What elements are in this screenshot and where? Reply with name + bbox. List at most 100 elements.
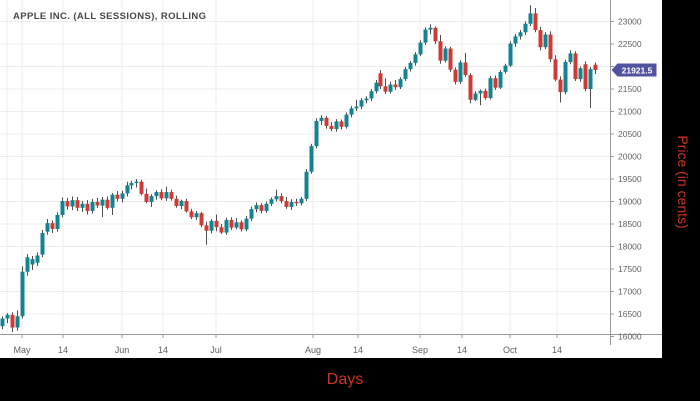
candle xyxy=(478,90,483,94)
candle xyxy=(453,69,458,82)
candle xyxy=(538,30,543,48)
candle xyxy=(523,23,528,33)
candle xyxy=(593,64,598,71)
candle xyxy=(314,120,319,147)
candle xyxy=(498,71,503,88)
candle xyxy=(15,316,20,328)
candle xyxy=(229,219,234,228)
y-tick-label: 22500 xyxy=(618,39,642,49)
candle xyxy=(139,181,144,194)
candle xyxy=(249,209,254,219)
candle xyxy=(383,86,388,92)
candle xyxy=(573,53,578,80)
candle xyxy=(374,82,379,92)
candle xyxy=(194,213,199,218)
candle xyxy=(90,201,95,211)
candle xyxy=(269,199,274,204)
candle xyxy=(403,69,408,80)
candle xyxy=(309,146,314,172)
y-tick-label: 16500 xyxy=(618,309,642,319)
candle xyxy=(70,200,75,207)
candle xyxy=(134,181,139,184)
candle xyxy=(129,183,134,186)
candle xyxy=(219,227,224,233)
candle xyxy=(214,220,219,228)
y-tick-label: 19000 xyxy=(618,197,642,207)
candle xyxy=(518,32,523,37)
candle xyxy=(588,69,593,89)
candle xyxy=(294,201,299,204)
candle xyxy=(105,199,110,208)
axes-frame xyxy=(0,0,662,345)
candle xyxy=(30,259,35,265)
candle xyxy=(10,314,15,328)
candle xyxy=(95,201,100,206)
candle xyxy=(144,193,149,202)
y-axis-ticks[interactable]: 2300022500220002150021000205002000019500… xyxy=(610,17,642,342)
candle xyxy=(503,65,508,72)
y-axis-title: Price (in cents) xyxy=(675,135,691,228)
x-tick-label: May xyxy=(13,345,31,355)
candle xyxy=(174,198,179,206)
candle xyxy=(433,27,438,42)
candle xyxy=(289,201,294,207)
candle xyxy=(50,223,55,229)
candle xyxy=(339,121,344,127)
candle xyxy=(20,271,25,317)
candle xyxy=(279,196,284,202)
candle xyxy=(319,117,324,121)
last-price-tag: 21921.5 xyxy=(611,63,657,77)
candle xyxy=(349,108,354,115)
x-tick-label: 14 xyxy=(158,345,168,355)
candle xyxy=(468,75,473,100)
candle xyxy=(65,201,70,207)
candle xyxy=(483,90,488,98)
candle xyxy=(329,125,334,130)
candle xyxy=(364,98,369,101)
candle xyxy=(239,222,244,230)
candle xyxy=(209,220,214,231)
candle xyxy=(189,211,194,218)
candle xyxy=(448,48,453,70)
candle xyxy=(558,79,563,93)
x-axis-ticks[interactable]: May 14 Jun 14 Jul Aug 14 Sep 14 Oct 14 xyxy=(13,334,562,355)
candle xyxy=(423,29,428,43)
candle xyxy=(159,192,164,199)
y-tick-label: 17500 xyxy=(618,264,642,274)
x-tick-label: Sep xyxy=(412,345,428,355)
candle xyxy=(583,64,588,89)
candle xyxy=(393,84,398,88)
last-price-value: 21921.5 xyxy=(622,66,653,76)
candle xyxy=(115,194,120,199)
candle xyxy=(125,185,130,194)
candle xyxy=(55,215,60,229)
candle xyxy=(354,106,359,109)
candle xyxy=(154,192,159,197)
candle xyxy=(378,73,383,87)
candle xyxy=(204,225,209,231)
candle xyxy=(45,223,50,232)
y-tick-label: 18500 xyxy=(618,219,642,229)
y-tick-label: 18000 xyxy=(618,242,642,252)
candle xyxy=(428,27,433,30)
candle xyxy=(388,84,393,92)
y-tick-label: 21500 xyxy=(618,84,642,94)
x-tick-label: Oct xyxy=(503,345,518,355)
candle xyxy=(25,257,30,272)
x-tick-label: 14 xyxy=(552,345,562,355)
candle xyxy=(458,62,463,82)
x-tick-label: Jul xyxy=(210,345,222,355)
candle xyxy=(224,219,229,233)
candle xyxy=(508,43,513,66)
candle xyxy=(299,198,304,204)
candle xyxy=(100,199,105,206)
candle xyxy=(184,201,189,212)
last-price-tag-shape xyxy=(611,63,657,77)
y-tick-label: 17000 xyxy=(618,287,642,297)
chart-title: APPLE INC. (ALL SESSIONS), ROLLING xyxy=(13,11,206,22)
candle xyxy=(259,205,264,211)
candle xyxy=(548,34,553,60)
candle xyxy=(344,114,349,127)
